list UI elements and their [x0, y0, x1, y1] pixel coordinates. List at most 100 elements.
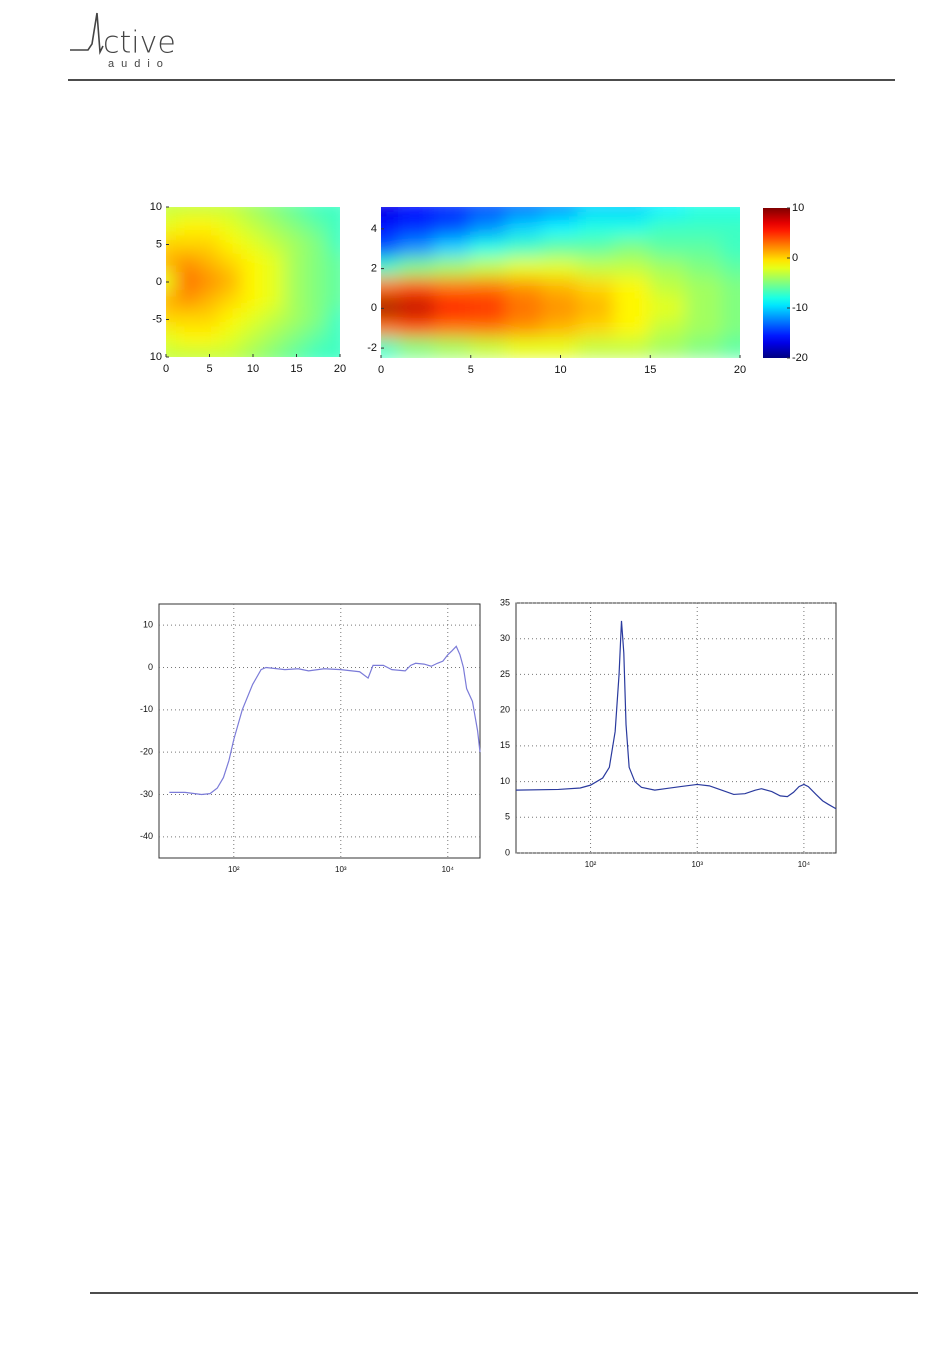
heat-cell [505, 207, 544, 220]
heat-cell [505, 317, 544, 340]
logo: ctive audio [70, 12, 176, 70]
heat-cell [175, 252, 200, 274]
heat-cell [381, 337, 400, 358]
heat-cell [541, 217, 580, 240]
heat-cell [197, 346, 222, 357]
heat-cell [469, 277, 508, 300]
x-tick-label: 10 [247, 363, 259, 375]
heat-cell [613, 257, 652, 280]
plot-frame [515, 602, 837, 854]
heat-cell [306, 327, 331, 349]
heat-cell [433, 297, 472, 320]
heatmap-clip [381, 207, 740, 358]
heat-cell [649, 277, 688, 300]
y-tick-label: -30 [140, 789, 153, 799]
y-tick-label: 15 [500, 740, 510, 750]
heat-cell [262, 346, 287, 357]
heat-cell [241, 309, 265, 330]
heat-cell [262, 215, 287, 237]
heat-cell [262, 207, 287, 218]
colorbar [763, 208, 790, 358]
heat-cell [505, 257, 544, 280]
heat-cell [166, 327, 178, 349]
heat-cell [306, 346, 331, 357]
heat-cell [541, 207, 580, 220]
y-tick-label: 10 [500, 776, 510, 786]
heat-cell [241, 346, 265, 357]
y-tick-label: 10 [150, 201, 162, 213]
y-tick-label: 5 [505, 812, 510, 822]
heat-cell [433, 277, 472, 300]
y-tick-label: -40 [140, 831, 153, 841]
heat-cell [175, 290, 200, 312]
plot-frame [158, 603, 481, 859]
heat-cell [241, 207, 265, 218]
heat-cell [262, 290, 287, 312]
heat-cell [219, 346, 244, 357]
y-tick-label: -10 [140, 704, 153, 714]
heat-cell [166, 346, 178, 357]
x-tick-label: 15 [290, 363, 302, 375]
heat-cell [469, 217, 508, 240]
heat-cell [685, 257, 724, 280]
heat-cell [577, 277, 616, 300]
y-tick-label: 2 [371, 262, 377, 274]
y-tick-label: 0 [505, 847, 510, 857]
heat-cell [197, 327, 222, 349]
heat-cell [721, 217, 740, 240]
x-tick-label: 10² [228, 865, 240, 874]
heat-cell [541, 317, 580, 340]
heat-cell [397, 277, 436, 300]
heat-cell [721, 257, 740, 280]
y-tick-label: 0 [371, 302, 377, 314]
heat-cell [284, 346, 309, 357]
heat-cell [306, 234, 331, 255]
heat-cell [433, 317, 472, 340]
heat-cell [166, 309, 178, 330]
heat-cell [328, 207, 340, 218]
heat-cell [328, 346, 340, 357]
heat-cell [241, 252, 265, 274]
heat-cell [397, 217, 436, 240]
heat-cell [721, 337, 740, 358]
x-tick-label: 20 [334, 363, 346, 375]
heat-cell [284, 327, 309, 349]
heat-cell [397, 337, 436, 358]
heat-cell [469, 207, 508, 220]
heat-cell [433, 337, 472, 358]
heat-cell [328, 215, 340, 237]
heat-cell [649, 317, 688, 340]
heat-cell [197, 234, 222, 255]
heat-cell [262, 327, 287, 349]
heat-cell [577, 257, 616, 280]
heat-cell [306, 271, 331, 293]
heat-cell [175, 234, 200, 255]
heat-cell [175, 327, 200, 349]
heat-cell [219, 309, 244, 330]
heat-cell [175, 215, 200, 237]
heat-cell [306, 252, 331, 274]
heat-cell [577, 217, 616, 240]
heat-cell [381, 317, 400, 340]
heat-cell [397, 257, 436, 280]
heat-cell [381, 257, 400, 280]
heat-cell [284, 207, 309, 218]
x-tick-label: 20 [734, 364, 746, 376]
heat-cell [721, 237, 740, 260]
y-tick-label: 10 [143, 620, 153, 630]
heat-cell [284, 290, 309, 312]
heat-cell [284, 215, 309, 237]
heat-cell [505, 237, 544, 260]
heat-cell [328, 327, 340, 349]
heat-cell [175, 346, 200, 357]
heatmap-clip [166, 207, 340, 357]
line-series [515, 620, 837, 810]
heat-cell [328, 309, 340, 330]
heat-cell [197, 290, 222, 312]
heat-cell [469, 237, 508, 260]
heat-cell [284, 309, 309, 330]
x-tick-label: 0 [378, 364, 384, 376]
heat-cell [241, 215, 265, 237]
y-tick-label: 4 [371, 223, 377, 235]
